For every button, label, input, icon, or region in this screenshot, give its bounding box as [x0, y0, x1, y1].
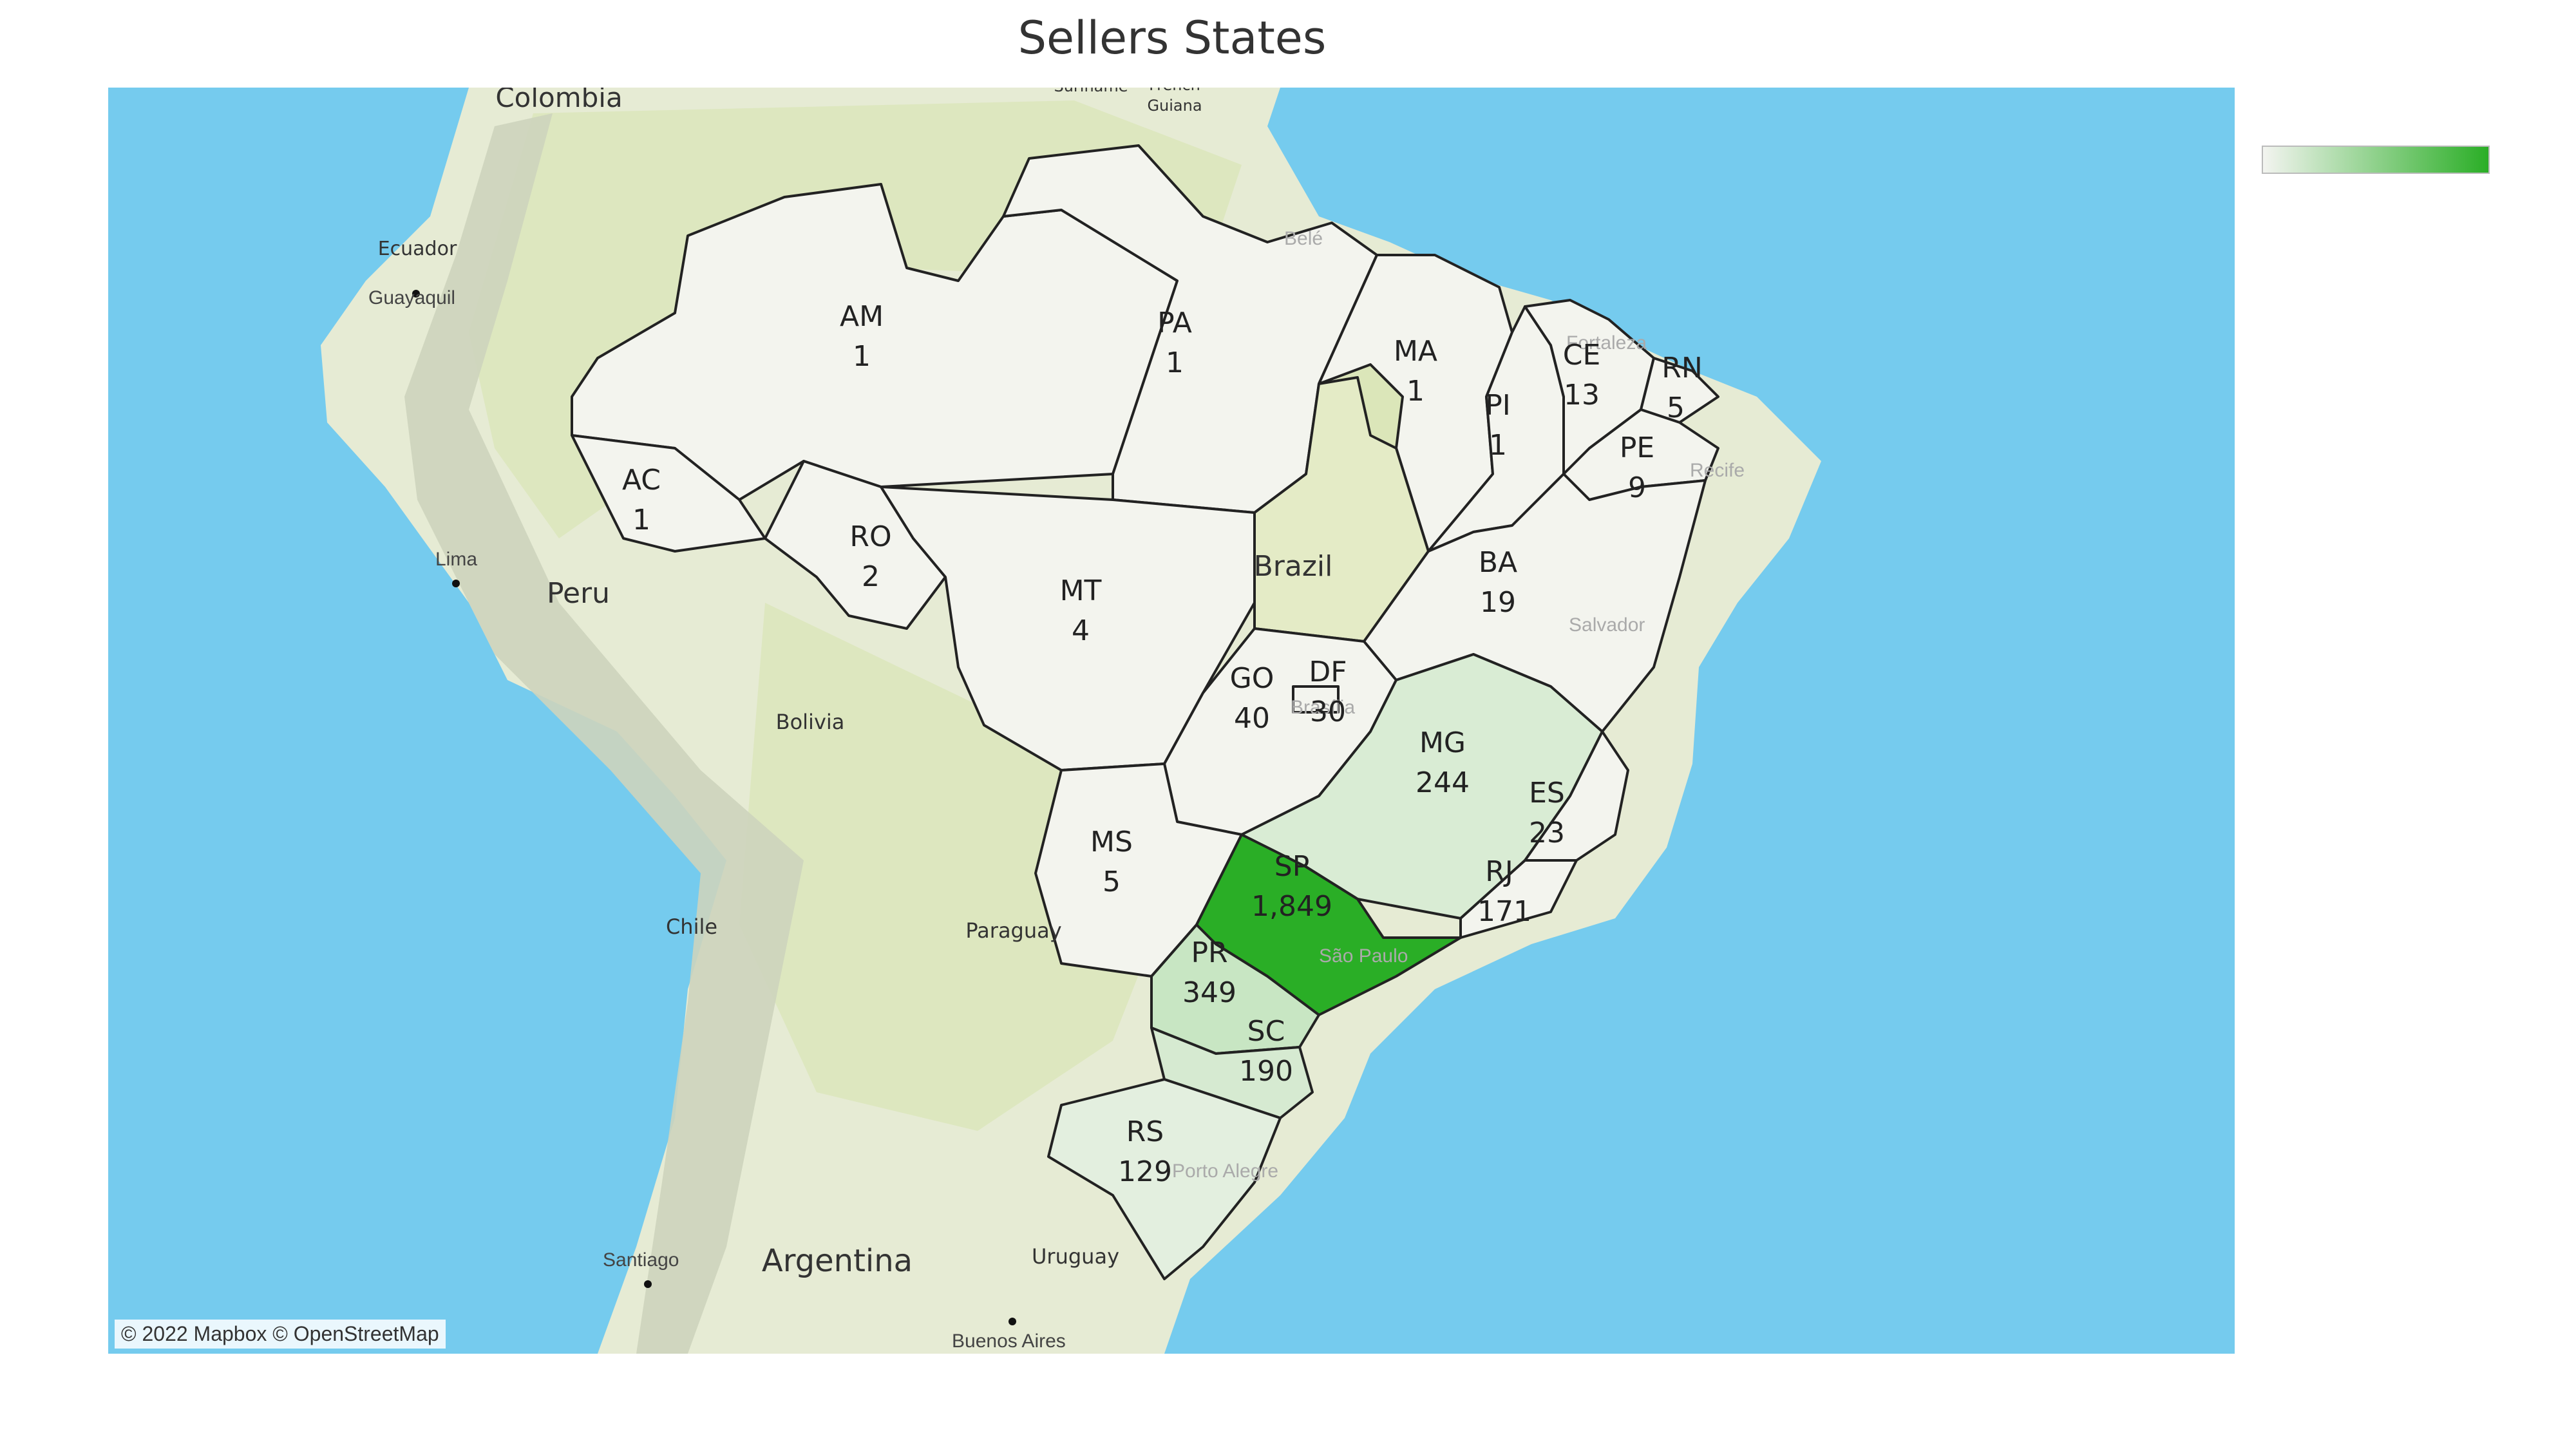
state-shape-df[interactable]	[1292, 685, 1340, 714]
state-code-ma: MA	[1394, 335, 1437, 368]
country-label-peru: Peru	[547, 577, 610, 610]
country-label-colombia: Colombia	[495, 88, 622, 113]
map-attribution[interactable]: © 2022 Mapbox © OpenStreetMap	[115, 1320, 446, 1349]
state-value-ba: 19	[1480, 586, 1516, 619]
city-dot-lima	[452, 580, 460, 587]
state-code-pa: PA	[1157, 307, 1192, 339]
color-legend-bar	[2262, 146, 2490, 174]
state-value-ac: 1	[632, 504, 650, 536]
state-value-mg: 244	[1416, 766, 1470, 799]
state-value-sp: 1,849	[1251, 890, 1332, 923]
map-view[interactable]: Brazil Colombia Ecuador Peru Bolivia Chi…	[108, 88, 2235, 1354]
city-label-recife: Recife	[1690, 460, 1745, 481]
state-value-pa: 1	[1166, 346, 1184, 379]
state-code-pi: PI	[1485, 389, 1511, 422]
chart-title: Sellers States	[1018, 12, 1327, 64]
city-label-brasilia: Brasília	[1291, 697, 1355, 718]
state-code-pr: PR	[1191, 936, 1227, 969]
city-dot-santiago	[644, 1280, 652, 1288]
city-label-fortaleza: Fortaleza	[1566, 332, 1647, 354]
state-code-mg: MG	[1419, 726, 1466, 759]
state-code-ba: BA	[1479, 546, 1517, 579]
city-label-salvador: Salvador	[1569, 614, 1645, 636]
state-code-ac: AC	[622, 464, 661, 497]
city-label-guayaquil: Guayaquil	[368, 287, 455, 308]
state-value-rn: 5	[1667, 392, 1685, 424]
states-layer	[571, 144, 1719, 1280]
state-code-rj: RJ	[1485, 855, 1513, 888]
state-code-ce: CE	[1563, 339, 1601, 372]
state-value-ce: 13	[1564, 379, 1600, 412]
state-code-am: AM	[840, 300, 884, 333]
state-code-es: ES	[1529, 777, 1565, 810]
state-code-rn: RN	[1662, 352, 1703, 384]
state-code-sc: SC	[1247, 1015, 1285, 1048]
map-canvas: Brazil Colombia Ecuador Peru Bolivia Chi…	[108, 88, 2235, 1354]
city-label-lima: Lima	[435, 549, 477, 570]
state-value-rj: 171	[1477, 895, 1531, 928]
city-dot-buenos-aires	[1009, 1318, 1016, 1325]
state-shape-rs[interactable]	[1047, 1078, 1282, 1280]
state-code-df: DF	[1309, 656, 1347, 688]
state-code-ms: MS	[1090, 826, 1133, 858]
state-shape-rj[interactable]	[1459, 859, 1578, 939]
state-value-ro: 2	[862, 560, 880, 593]
state-code-sp: SP	[1274, 850, 1309, 883]
state-value-am: 1	[853, 340, 871, 373]
country-label-guiana: Guiana	[1147, 97, 1202, 115]
state-code-pe: PE	[1620, 431, 1654, 464]
state-code-go: GO	[1230, 662, 1274, 695]
state-value-ms: 5	[1103, 866, 1121, 898]
andes-range	[404, 113, 804, 1354]
state-shape-ac[interactable]	[571, 434, 766, 553]
country-label-ecuador: Ecuador	[378, 238, 457, 260]
city-label-sao-paulo: São Paulo	[1319, 945, 1408, 967]
country-label-brazil: Brazil	[1254, 550, 1333, 583]
country-label-uruguay: Uruguay	[1032, 1244, 1119, 1269]
state-value-pr: 349	[1182, 976, 1236, 1009]
state-code-mt: MT	[1060, 574, 1102, 607]
state-value-pe: 9	[1628, 471, 1646, 504]
state-value-rs: 129	[1118, 1155, 1172, 1188]
state-shape-rn[interactable]	[1640, 357, 1719, 424]
state-value-es: 23	[1529, 817, 1565, 849]
state-code-rs: RS	[1126, 1115, 1164, 1148]
state-labels: AM 1 PA 1 MA 1 PI 1 CE 13 RN 5 PE 9 AC 1…	[622, 300, 1703, 1188]
country-label-paraguay: Paraguay	[965, 918, 1061, 943]
country-label-chile: Chile	[666, 914, 717, 939]
state-value-df: 30	[1310, 696, 1346, 728]
country-label-suriname: Suriname	[1054, 88, 1128, 95]
state-value-ma: 1	[1406, 375, 1425, 408]
state-code-ro: RO	[849, 520, 891, 553]
state-value-pi: 1	[1489, 429, 1507, 462]
city-label-belem: Belé	[1284, 228, 1323, 249]
state-value-sc: 190	[1239, 1055, 1293, 1088]
state-value-go: 40	[1234, 702, 1270, 735]
city-label-buenos-aires: Buenos Aires	[952, 1331, 1066, 1352]
city-label-porto-alegre: Porto Alegre	[1172, 1160, 1278, 1182]
country-label-french: French	[1149, 88, 1200, 94]
city-label-santiago: Santiago	[603, 1249, 679, 1271]
country-label-argentina: Argentina	[762, 1243, 913, 1279]
country-label-bolivia: Bolivia	[776, 710, 845, 734]
state-value-mt: 4	[1072, 614, 1090, 647]
city-dot-guayaquil	[412, 290, 420, 298]
chaco-green	[739, 603, 1171, 1131]
